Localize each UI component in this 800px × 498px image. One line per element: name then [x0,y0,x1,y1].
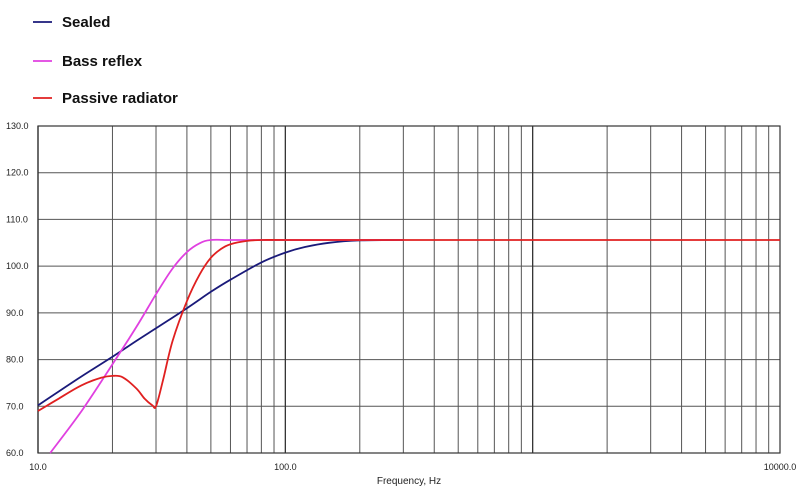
x-tick-label: 100.0 [274,462,297,472]
y-tick-label: 70.0 [6,401,24,411]
x-tick-label: 10000.0 [764,462,797,472]
legend-label: Bass reflex [62,53,143,70]
series-lines [37,238,780,454]
legend: Sealed Bass reflex Passive radiator [33,14,178,107]
series-line-bass-reflex [49,238,404,454]
axes: 130.0 120.0 110.0 100.0 90.0 80.0 70.0 60.0 10.0… [6,121,796,472]
x-tick-label: 10.0 [29,462,47,472]
y-tick-label: 80.0 [6,355,24,365]
series-line-passive-radiator [37,239,780,412]
y-tick-label: 120.0 [6,168,29,178]
y-tick-label: 90.0 [6,308,24,318]
plot-frame [37,125,781,454]
legend-label: Passive radiator [62,90,178,107]
legend-label: Sealed [62,14,110,31]
y-tick-label: 60.0 [6,448,24,458]
x-axis-title: Frequency, Hz [377,476,441,487]
grid [37,125,780,454]
y-tick-label: 110.0 [6,214,28,224]
series-line-sealed [37,239,404,407]
y-tick-label: 100.0 [6,261,29,271]
y-tick-label: 130.0 [6,121,29,131]
